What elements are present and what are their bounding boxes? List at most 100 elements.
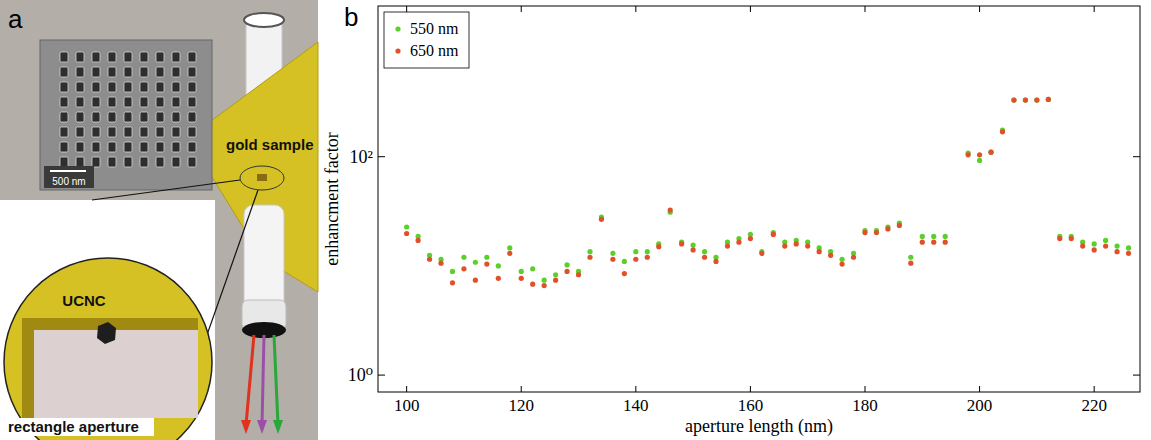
data-point	[679, 241, 684, 246]
emission-arrow	[246, 335, 254, 425]
aperture-mark	[257, 174, 267, 181]
data-point	[943, 240, 948, 245]
emission-arrow	[274, 335, 278, 425]
data-point	[576, 272, 581, 277]
sem-hole	[172, 112, 180, 122]
data-point	[438, 261, 443, 266]
data-point	[943, 234, 948, 239]
aperture-wall	[22, 318, 198, 418]
data-point	[564, 269, 569, 274]
sem-hole	[76, 97, 84, 107]
sem-hole	[60, 112, 68, 122]
data-point	[1114, 243, 1119, 248]
data-point	[564, 262, 569, 267]
sem-hole	[156, 52, 164, 62]
data-point	[691, 243, 696, 248]
x-tick	[406, 6, 407, 12]
data-point	[656, 244, 661, 249]
sem-hole	[76, 127, 84, 137]
sem-hole	[172, 97, 180, 107]
sem-hole	[188, 82, 196, 92]
data-point	[519, 269, 524, 274]
sem-hole	[124, 52, 132, 62]
arrow-head	[257, 420, 267, 434]
sem-hole	[124, 112, 132, 122]
sem-hole	[156, 97, 164, 107]
x-tick	[864, 386, 865, 392]
data-point	[920, 240, 925, 245]
plot-marks	[404, 97, 1131, 288]
sem-hole	[60, 52, 68, 62]
sem-hole	[140, 157, 148, 167]
sem-hole	[188, 112, 196, 122]
scale-bar-label: 500 nm	[52, 176, 85, 187]
data-point	[450, 280, 455, 285]
panel-letter: a	[8, 4, 23, 34]
data-point	[496, 276, 501, 281]
data-point	[553, 272, 558, 277]
sem-hole	[188, 52, 196, 62]
y-tick	[1133, 156, 1140, 157]
x-tick-label: 120	[508, 396, 534, 415]
sem-inset	[40, 40, 212, 190]
zoom-box	[0, 200, 215, 440]
x-tick	[979, 386, 980, 392]
data-point	[1126, 245, 1131, 250]
data-point	[1023, 97, 1028, 102]
sem-hole	[108, 67, 116, 77]
data-point	[622, 271, 627, 276]
sem-hole	[140, 52, 148, 62]
sem-hole	[140, 127, 148, 137]
x-tick-label: 220	[1081, 396, 1107, 415]
data-point	[851, 255, 856, 260]
sem-hole	[76, 67, 84, 77]
data-point	[805, 243, 810, 248]
panel-b: b10012014016018020022010⁰10²aperture len…	[322, 2, 1140, 437]
objective-top-rim	[244, 13, 284, 27]
focus-ellipse	[240, 166, 284, 190]
y-tick-label: 10²	[350, 147, 373, 167]
data-point	[1114, 249, 1119, 254]
data-point	[725, 243, 730, 248]
data-point	[461, 266, 466, 271]
data-point	[1046, 97, 1051, 102]
ucnc-particle	[97, 322, 116, 344]
sem-hole	[172, 127, 180, 137]
data-point	[530, 282, 535, 287]
sem-hole	[60, 97, 68, 107]
zoom-circle	[4, 258, 212, 440]
sem-hole	[188, 127, 196, 137]
data-point	[1126, 251, 1131, 256]
arrow-head	[241, 420, 251, 434]
data-point	[519, 276, 524, 281]
aperture-label: rectangle aperture	[8, 418, 139, 435]
data-point	[931, 234, 936, 239]
sem-hole	[140, 67, 148, 77]
data-point	[839, 257, 844, 262]
y-tick	[1133, 375, 1140, 376]
x-tick	[1094, 6, 1095, 12]
sem-hole	[76, 52, 84, 62]
x-tick-label: 140	[623, 396, 649, 415]
x-tick-label: 100	[394, 396, 420, 415]
sem-hole	[60, 82, 68, 92]
sem-hole	[124, 142, 132, 152]
data-point	[507, 245, 512, 250]
sem-hole	[92, 112, 100, 122]
sem-hole	[92, 52, 100, 62]
legend-marker	[395, 48, 400, 53]
x-tick	[521, 6, 522, 12]
data-point	[874, 230, 879, 235]
data-point	[759, 251, 764, 256]
scale-bar-ground	[44, 166, 94, 188]
sem-hole	[92, 97, 100, 107]
data-point	[1034, 97, 1039, 102]
data-point	[908, 255, 913, 260]
data-point	[885, 226, 890, 231]
data-point	[1092, 241, 1097, 246]
sem-hole	[76, 112, 84, 122]
sem-hole	[108, 112, 116, 122]
data-point	[461, 255, 466, 260]
x-tick	[635, 6, 636, 12]
data-point	[587, 249, 592, 254]
